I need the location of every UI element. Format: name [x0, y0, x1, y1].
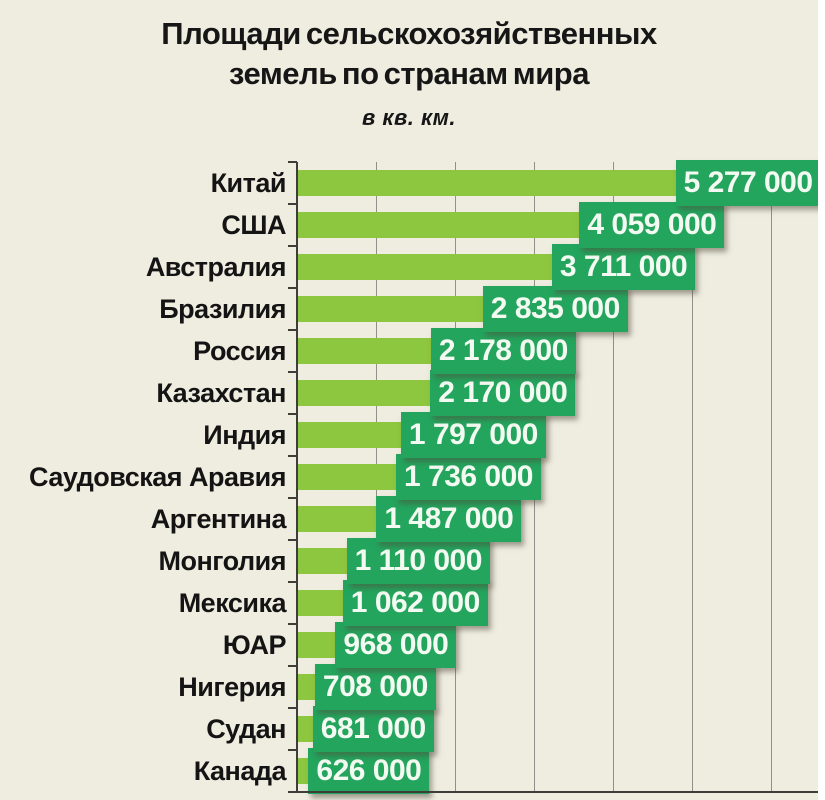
value-badge: 1 797 000: [400, 412, 546, 458]
axis-tick: [288, 539, 297, 541]
category-label: Бразилия: [159, 294, 286, 324]
axis-tick: [288, 455, 297, 457]
bar-row: Австралия 3 711 000: [146, 244, 818, 290]
x-axis-line: [288, 791, 818, 793]
bar-row: Индия 1 797 000: [203, 412, 818, 458]
category-label: Нигерия: [178, 672, 286, 702]
bar-row: Судан 681 000: [206, 706, 818, 752]
gridline: [691, 162, 693, 792]
category-label: ЮАР: [222, 630, 287, 660]
bar-row: Мексика 1 062 000: [179, 580, 818, 626]
axis-tick: [288, 287, 297, 289]
value-badge: 968 000: [335, 622, 457, 668]
gridline: [770, 162, 772, 792]
bar: [297, 254, 590, 280]
bar: [297, 212, 618, 238]
bar-row: ЮАР 968 000: [223, 622, 818, 668]
value-badge: 1 110 000: [346, 538, 490, 584]
axis-tick: [288, 413, 297, 415]
chart-subtitle: в кв. км.: [361, 105, 457, 131]
value-badge: 1 062 000: [342, 580, 488, 626]
bar-row: Саудовская Аравия 1 736 000: [29, 454, 818, 500]
bar-row: США 4 059 000: [221, 202, 818, 248]
axis-tick: [288, 161, 297, 163]
category-label: Мексика: [178, 588, 287, 618]
bar-row: Казахстан 2 170 000: [156, 370, 818, 416]
value-badge: 626 000: [308, 748, 430, 794]
bar-row: Россия 2 178 000: [193, 328, 818, 374]
bar-row: Аргентина 1 487 000: [151, 496, 818, 542]
category-label: Саудовская Аравия: [28, 462, 287, 492]
category-label: Австралия: [145, 252, 287, 282]
axis-tick: [288, 665, 297, 667]
axis-tick: [288, 581, 297, 583]
category-label: Китай: [210, 168, 287, 198]
value-badge: 2 170 000: [430, 370, 576, 416]
value-badge: 681 000: [312, 706, 434, 752]
category-label: Казахстан: [156, 378, 286, 408]
category-label: Судан: [206, 714, 286, 744]
axis-tick: [288, 497, 297, 499]
axis-tick: [288, 623, 297, 625]
value-badge: 708 000: [314, 664, 436, 710]
axis-tick: [288, 707, 297, 709]
category-label: Индия: [203, 420, 286, 450]
bar: [297, 170, 714, 196]
axis-tick: [288, 749, 297, 751]
category-label: США: [221, 210, 286, 240]
plot-area: Китай 5 277 000 США 4 059 000 Австралия 3 711…: [29, 160, 818, 794]
value-badge: 2 178 000: [430, 328, 576, 374]
bar-row: Канада 626 000: [194, 748, 818, 794]
value-badge: 1 487 000: [376, 496, 522, 542]
category-label: Канада: [193, 756, 287, 786]
value-badge: 2 835 000: [482, 286, 628, 332]
axis-tick: [288, 791, 297, 793]
value-badge: 1 736 000: [396, 454, 541, 500]
bar-row: Монголия 1 110 000: [158, 538, 818, 584]
axis-tick: [288, 245, 297, 247]
y-axis-line: [296, 162, 298, 792]
bar-row: Бразилия 2 835 000: [159, 286, 818, 332]
category-label: Аргентина: [150, 504, 287, 534]
axis-tick: [288, 329, 297, 331]
bar-row: Китай 5 277 000: [211, 160, 818, 206]
bar-row: Нигерия 708 000: [178, 664, 818, 710]
axis-tick: [288, 203, 297, 205]
value-badge: 3 711 000: [551, 244, 696, 290]
value-badge: 4 059 000: [579, 202, 725, 248]
gridline: [612, 162, 614, 792]
value-badge: 5 277 000: [675, 160, 818, 206]
axis-tick: [288, 371, 297, 373]
category-label: Россия: [193, 336, 286, 366]
chart-title: Площади сельскохозяйственных земель по с…: [161, 16, 657, 91]
category-label: Монголия: [158, 546, 286, 576]
